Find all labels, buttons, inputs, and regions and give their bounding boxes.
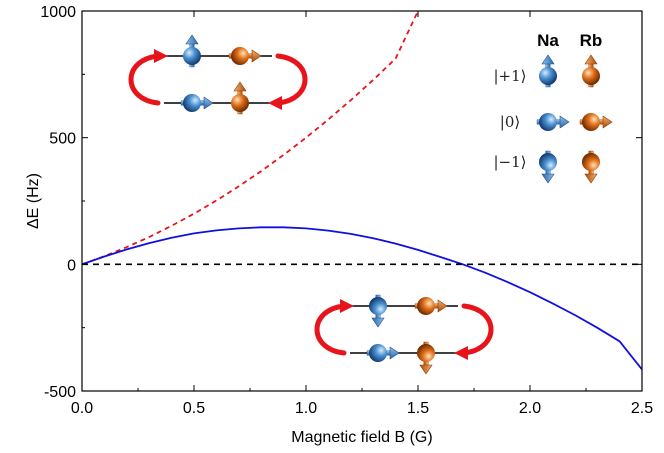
- na-atom-right-icon: [366, 344, 400, 362]
- legend-column-na: Na: [537, 31, 559, 50]
- y-axis-title: ΔE (Hz): [25, 173, 42, 229]
- rb-atom-right-icon: [579, 113, 613, 131]
- na-atom-down-icon: [369, 294, 387, 328]
- x-tick-label: 2.0: [519, 400, 541, 417]
- x-tick-label: 0.5: [183, 400, 205, 417]
- x-tick-label: 1.5: [407, 400, 429, 417]
- upper-exchange-inset: [128, 34, 308, 115]
- exchange-arrow-left-icon: [314, 299, 354, 356]
- y-tick-label: 0: [67, 257, 76, 274]
- na-atom-right-icon: [536, 113, 570, 131]
- series-line-dashed-red: [82, 11, 419, 266]
- y-tick-label: 500: [49, 131, 76, 148]
- lower-exchange-inset: [314, 294, 494, 375]
- x-tick-label: 1.0: [295, 400, 317, 417]
- x-tick-label: 2.5: [631, 400, 653, 417]
- legend: Na Rb |+1⟩ |0⟩ |−1⟩: [493, 31, 613, 184]
- na-atom-up-icon: [183, 34, 201, 68]
- x-tick-label: 0.0: [71, 400, 93, 417]
- exchange-arrow-right-icon: [268, 53, 308, 110]
- rb-atom-right-icon: [414, 297, 448, 315]
- y-tick-label: -500: [44, 384, 76, 401]
- series-line-solid-blue: [82, 226, 642, 371]
- rb-atom-down-icon: [417, 341, 435, 375]
- legend-column-rb: Rb: [580, 31, 603, 50]
- legend-row-label: |0⟩: [500, 113, 520, 131]
- exchange-arrow-left-icon: [128, 49, 168, 106]
- na-atom-up-icon: [539, 54, 557, 88]
- legend-row-label: |−1⟩: [493, 153, 526, 171]
- exchange-arrow-right-icon: [454, 303, 494, 360]
- na-atom-right-icon: [180, 94, 214, 112]
- rb-atom-up-icon: [582, 54, 600, 88]
- x-axis-title: Magnetic field B (G): [291, 429, 432, 446]
- plot-frame: [81, 10, 643, 392]
- rb-atom-down-icon: [582, 150, 600, 184]
- rb-atom-right-icon: [228, 47, 262, 65]
- na-atom-down-icon: [539, 150, 557, 184]
- legend-row-label: |+1⟩: [493, 67, 526, 85]
- y-tick-label: 1000: [40, 4, 76, 21]
- rb-atom-up-icon: [231, 81, 249, 115]
